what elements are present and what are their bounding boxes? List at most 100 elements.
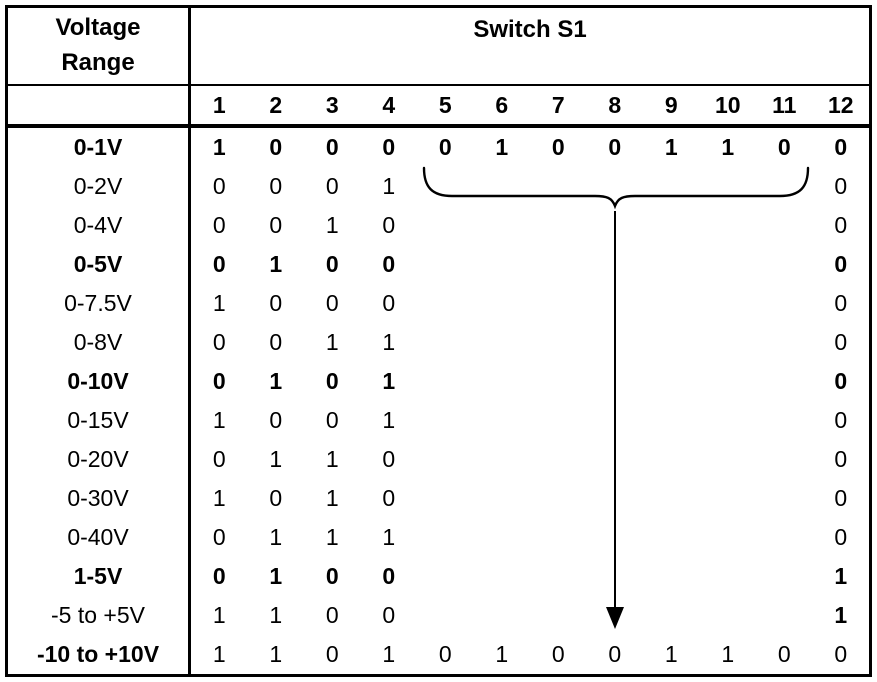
switch-value-cell (417, 557, 474, 596)
switch-number-header-row: 1 2 3 4 5 6 7 8 9 10 11 12 (8, 86, 869, 128)
switch-value-cell: 0 (834, 329, 848, 355)
switch-value-cell (756, 206, 813, 245)
table-row: 0-1V 1 0 0 0 0 1 0 0 1 1 0 0 (8, 128, 869, 167)
switch-value-cell (530, 206, 587, 245)
switch-value-cell: 0 (325, 641, 339, 667)
table-row: -5 to +5V 1 1 0 0 1 (8, 596, 869, 635)
voltage-range-label: 0-7.5V (8, 284, 191, 323)
switch-value-cell: 1 (269, 563, 283, 589)
voltage-range-label: 0-2V (8, 167, 191, 206)
switch-value-cell: 0 (212, 329, 226, 355)
switch-value-cell: 0 (777, 134, 791, 160)
switch-value-cell: 1 (834, 563, 848, 589)
switch-value-cell: 0 (834, 485, 848, 511)
switch-value-cell: 0 (325, 407, 339, 433)
switch-value-cell (643, 518, 700, 557)
switch-value-cell: 0 (269, 329, 283, 355)
switch-value-cell: 0 (212, 368, 226, 394)
table-row: 0-8V 0 0 1 1 0 (8, 323, 869, 362)
switch-value-cell: 0 (382, 563, 396, 589)
switch-value-cell: 1 (834, 602, 848, 628)
switch-value-cell (700, 401, 757, 440)
switch-value-cell (756, 479, 813, 518)
voltage-range-header: Voltage Range (8, 8, 191, 84)
switch-value-cell: 1 (212, 485, 226, 511)
switch-value-cell: 0 (834, 446, 848, 472)
table-row: 0-40V 0 1 1 1 0 (8, 518, 869, 557)
voltage-range-label: 0-8V (8, 323, 191, 362)
switch-value-cell: 0 (325, 563, 339, 589)
switch-value-cell (643, 323, 700, 362)
switch-value-cell: 1 (325, 524, 339, 550)
switch-value-cell (530, 596, 587, 635)
voltage-range-label: -10 to +10V (8, 635, 191, 674)
switch-value-cell: 0 (438, 134, 452, 160)
switch-value-cell: 1 (212, 134, 226, 160)
switch-value-cell: 1 (382, 641, 396, 667)
switch-value-cell (756, 245, 813, 284)
switch-value-cell: 0 (382, 212, 396, 238)
switch-value-cell: 0 (269, 173, 283, 199)
switch-settings-table: Voltage Range Switch S1 1 2 3 4 5 6 7 8 9 10 11 12 … (5, 5, 872, 677)
switch-value-cell: 0 (834, 368, 848, 394)
switch-value-cell: 1 (269, 251, 283, 277)
table-row: 1-5V 0 1 0 0 1 (8, 557, 869, 596)
switch-s1-header-label: Switch S1 (473, 16, 587, 43)
switch-value-cell: 1 (382, 407, 396, 433)
switch-value-cell: 1 (721, 134, 735, 160)
switch-value-cell: 0 (325, 290, 339, 316)
switch-value-cell (417, 479, 474, 518)
switch-value-cell (587, 284, 644, 323)
switch-value-cell: 1 (269, 641, 283, 667)
switch-value-cell: 0 (834, 251, 848, 277)
switch-value-cell (417, 401, 474, 440)
switch-value-cell: 0 (269, 212, 283, 238)
switch-value-cell: 0 (212, 524, 226, 550)
switch-col-header: 11 (772, 91, 797, 118)
switch-value-cell (417, 323, 474, 362)
switch-value-cell: 0 (834, 212, 848, 238)
switch-value-cell (587, 479, 644, 518)
switch-value-cell (643, 284, 700, 323)
switch-value-cell: 1 (664, 641, 678, 667)
table-row: -10 to +10V 1 1 0 1 0 1 0 0 1 1 0 0 (8, 635, 869, 674)
switch-value-cell: 0 (212, 446, 226, 472)
switch-value-cell (700, 245, 757, 284)
switch-value-cell (474, 440, 531, 479)
switch-value-cell (474, 245, 531, 284)
switch-value-cell (643, 596, 700, 635)
switch-value-cell (756, 557, 813, 596)
switch-value-cell: 0 (382, 290, 396, 316)
switch-col-header: 4 (382, 91, 396, 118)
voltage-range-label: 0-30V (8, 479, 191, 518)
switch-value-cell (587, 245, 644, 284)
switch-value-cell: 0 (608, 641, 622, 667)
empty-header-cell (8, 86, 191, 124)
switch-value-cell (587, 440, 644, 479)
switch-value-cell (530, 557, 587, 596)
switch-value-cell (756, 440, 813, 479)
switch-value-cell (700, 440, 757, 479)
switch-col-header: 1 (212, 91, 226, 118)
table-body: 0-1V 1 0 0 0 0 1 0 0 1 1 0 0 0-2V 0 0 0 1 0 0-4V 0 0 1 0 0 0-5V 0 1… (8, 128, 869, 674)
switch-value-cell: 0 (777, 641, 791, 667)
voltage-range-header-line2: Range (61, 49, 135, 76)
switch-value-cell: 1 (212, 602, 226, 628)
switch-value-cell: 1 (382, 368, 396, 394)
switch-value-cell (530, 323, 587, 362)
switch-value-cell: 0 (325, 173, 339, 199)
switch-value-cell: 1 (212, 290, 226, 316)
voltage-range-label: 0-20V (8, 440, 191, 479)
switch-value-cell: 0 (834, 173, 848, 199)
switch-value-cell (587, 167, 644, 206)
switch-value-cell: 0 (325, 134, 339, 160)
switch-s1-header: Switch S1 (191, 8, 869, 84)
switch-value-cell (417, 284, 474, 323)
voltage-range-label: 0-15V (8, 401, 191, 440)
switch-col-header: 8 (608, 91, 622, 118)
switch-value-cell (530, 284, 587, 323)
switch-value-cell: 0 (382, 446, 396, 472)
switch-value-cell: 0 (382, 251, 396, 277)
switch-value-cell (417, 362, 474, 401)
switch-value-cell: 0 (382, 485, 396, 511)
